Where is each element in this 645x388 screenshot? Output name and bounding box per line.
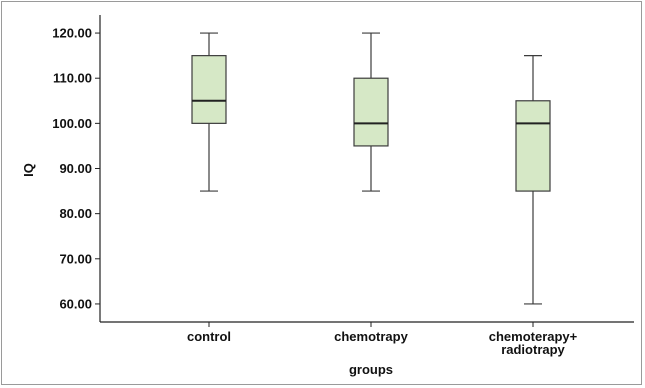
y-tick-label: 110.00 bbox=[53, 71, 92, 86]
y-axis-title: IQ bbox=[21, 163, 36, 177]
x-axis-title: groups bbox=[349, 362, 393, 377]
x-category-label: radiotrapy bbox=[501, 342, 565, 357]
box-group bbox=[191, 32, 227, 192]
y-tick-label: 60.00 bbox=[59, 296, 92, 311]
y-tick-label: 70.00 bbox=[59, 251, 92, 266]
x-category-label: chemotrapy bbox=[334, 329, 408, 344]
iqr-box bbox=[515, 100, 551, 192]
y-tick-label: 120.00 bbox=[52, 26, 92, 41]
box-group bbox=[515, 55, 551, 305]
iqr-box bbox=[353, 77, 389, 147]
iqr-box bbox=[191, 55, 227, 124]
x-category-label: control bbox=[187, 329, 231, 344]
y-tick-label: 90.00 bbox=[59, 161, 92, 176]
y-tick-label: 100.00 bbox=[52, 116, 92, 131]
box-group bbox=[353, 32, 389, 192]
y-tick-label: 80.00 bbox=[59, 206, 92, 221]
x-category-label: chemoterapy+ bbox=[489, 329, 578, 344]
